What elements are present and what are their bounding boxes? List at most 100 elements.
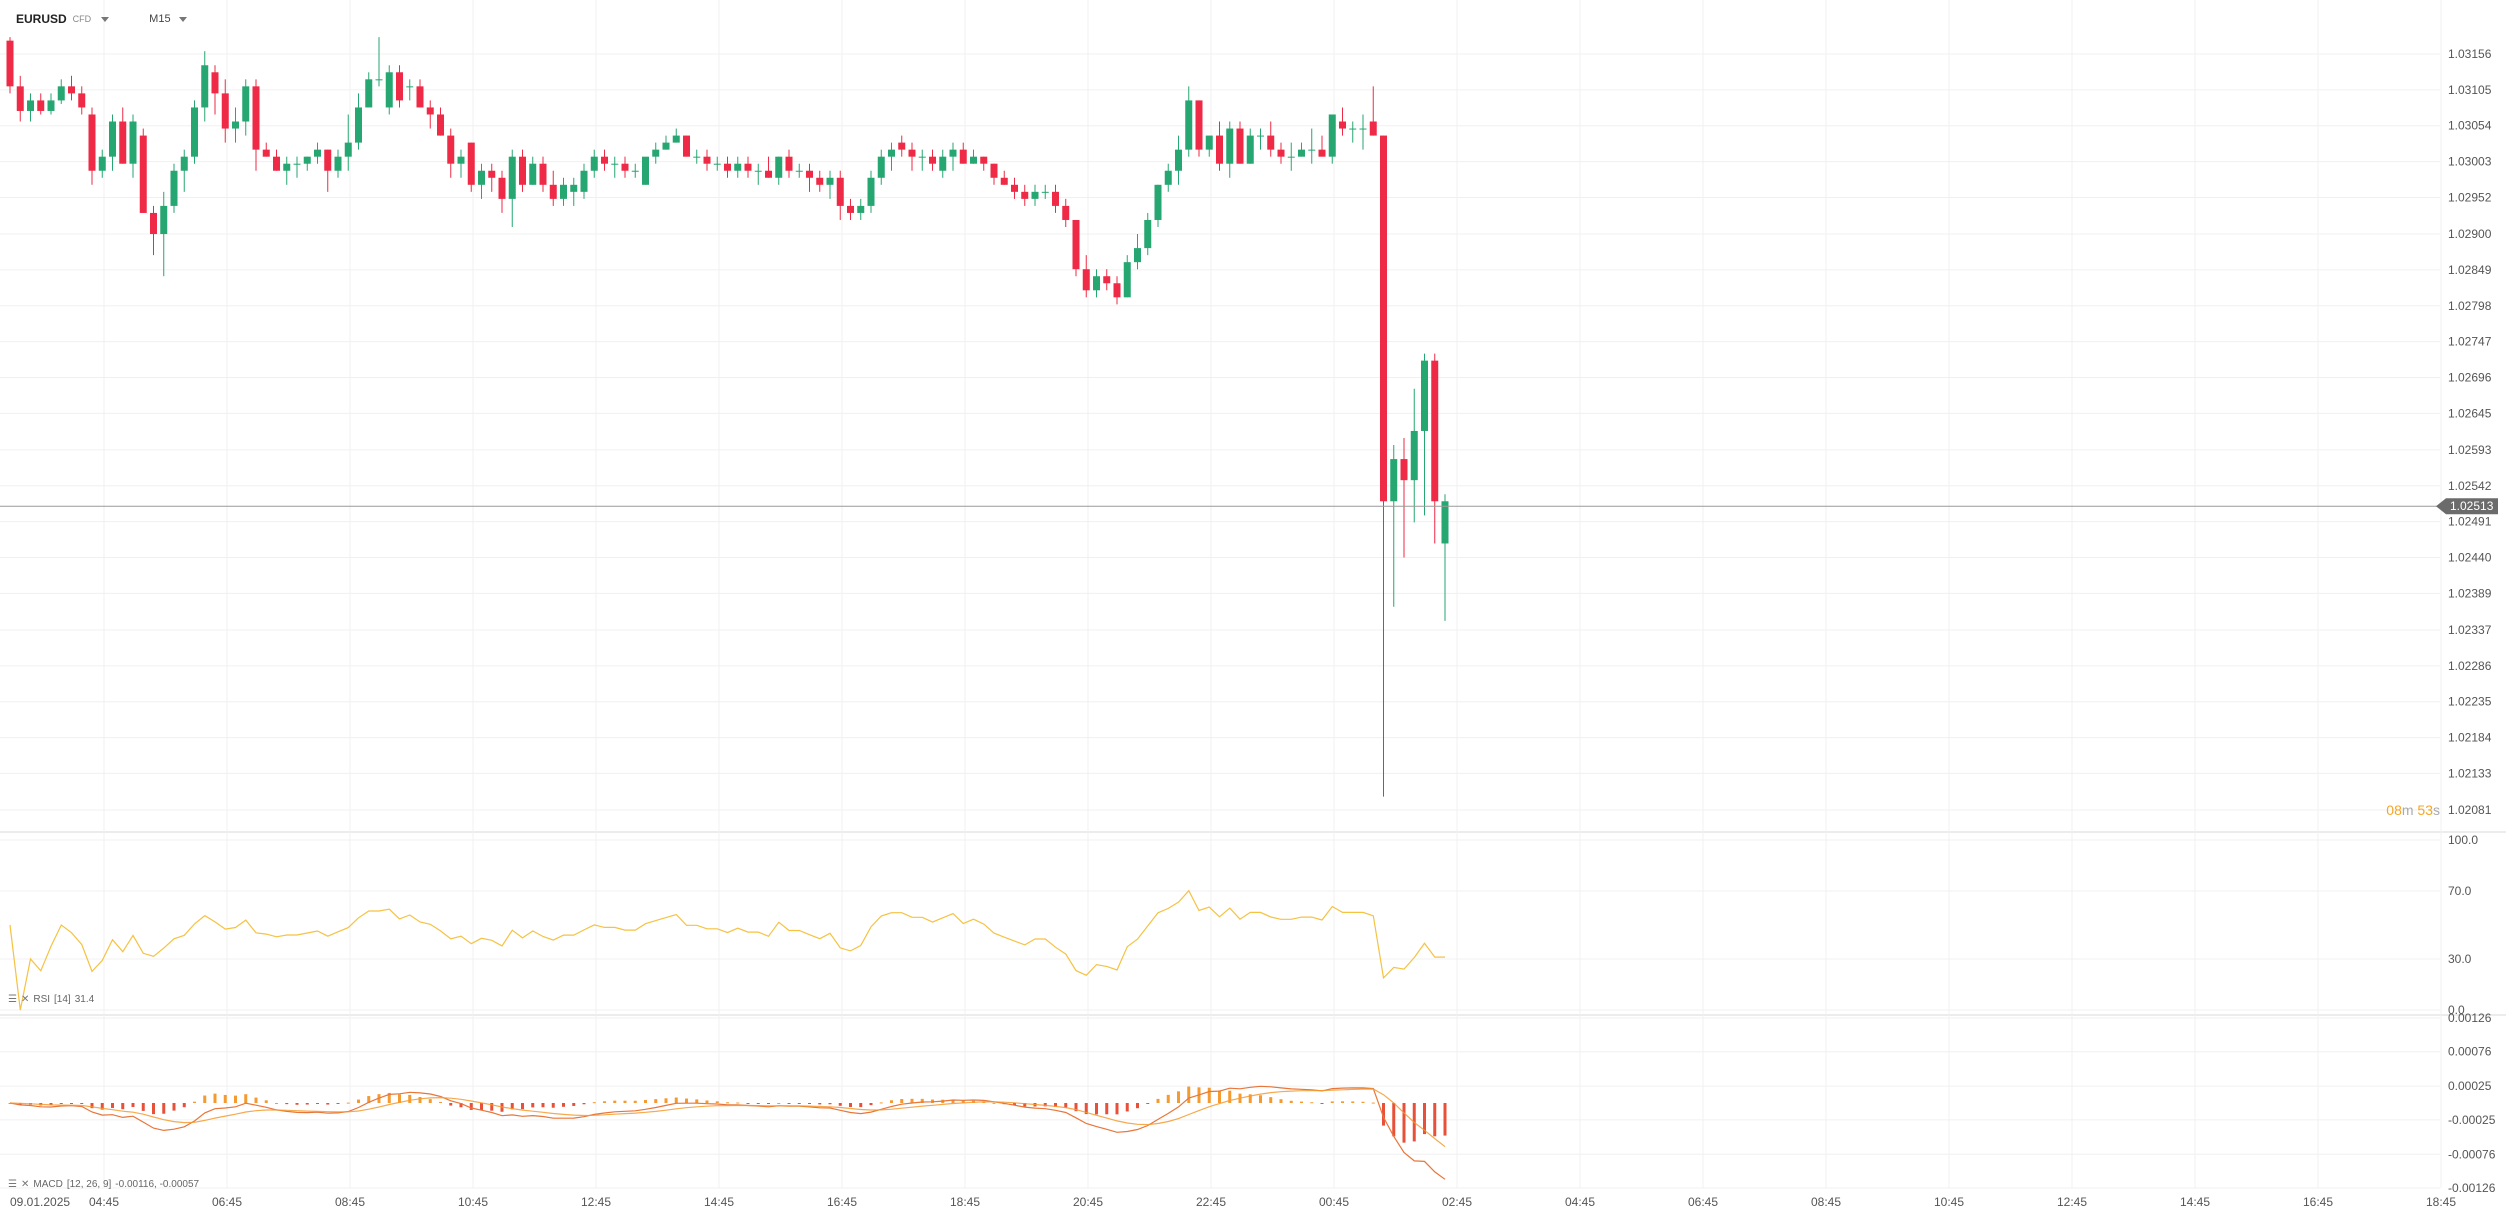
candle[interactable] — [139, 128, 147, 213]
candle[interactable] — [293, 156, 301, 178]
candle[interactable] — [693, 149, 701, 164]
candle[interactable] — [150, 205, 157, 256]
candle[interactable] — [47, 93, 55, 115]
candle[interactable] — [959, 142, 967, 164]
candle[interactable] — [816, 170, 824, 192]
close-icon[interactable]: ✕ — [20, 994, 30, 1005]
candle[interactable] — [1082, 255, 1090, 298]
candle[interactable] — [744, 156, 752, 178]
candle[interactable] — [6, 37, 14, 94]
candle[interactable] — [426, 100, 434, 129]
candle[interactable] — [1298, 142, 1305, 157]
candle[interactable] — [385, 65, 393, 115]
candle[interactable] — [262, 142, 270, 157]
candle[interactable] — [652, 142, 660, 164]
candle[interactable] — [1339, 107, 1346, 136]
candle[interactable] — [160, 191, 168, 277]
candle[interactable] — [1390, 445, 1398, 607]
candle[interactable] — [1185, 86, 1193, 157]
candle[interactable] — [519, 149, 526, 192]
candle[interactable] — [191, 100, 198, 164]
candle[interactable] — [242, 79, 250, 136]
candle[interactable] — [1410, 388, 1418, 523]
settings-icon[interactable]: ☰ — [8, 994, 17, 1005]
candle[interactable] — [662, 135, 670, 150]
symbol-selector[interactable]: EURUSD CFD — [16, 12, 110, 26]
candle[interactable] — [1246, 128, 1254, 164]
candle[interactable] — [1195, 100, 1203, 157]
candle[interactable] — [1431, 353, 1439, 544]
candle[interactable] — [344, 114, 352, 171]
candle[interactable] — [683, 135, 690, 157]
candle[interactable] — [601, 149, 608, 171]
candle[interactable] — [1369, 86, 1377, 136]
candle[interactable] — [1113, 276, 1121, 305]
candle[interactable] — [334, 149, 342, 178]
candle[interactable] — [1041, 184, 1049, 199]
candle[interactable] — [57, 79, 65, 104]
candle[interactable] — [580, 163, 588, 199]
candle[interactable] — [867, 170, 875, 213]
candle[interactable] — [221, 79, 229, 143]
candle[interactable] — [775, 156, 783, 185]
candle[interactable] — [1175, 135, 1182, 185]
candle[interactable] — [898, 135, 906, 157]
candle[interactable] — [908, 142, 916, 171]
candle[interactable] — [590, 149, 598, 178]
candle[interactable] — [642, 156, 649, 185]
close-icon[interactable]: ✕ — [20, 1179, 30, 1190]
candle[interactable] — [1123, 255, 1131, 298]
candle[interactable] — [826, 170, 834, 199]
candle[interactable] — [1226, 121, 1234, 178]
candle[interactable] — [508, 149, 516, 228]
candle[interactable] — [1287, 142, 1295, 171]
candle[interactable] — [724, 156, 731, 178]
candle[interactable] — [1236, 121, 1244, 164]
candle[interactable] — [806, 163, 813, 192]
candle[interactable] — [765, 156, 772, 178]
candle[interactable] — [355, 93, 362, 150]
candle[interactable] — [1031, 184, 1039, 206]
candle[interactable] — [1154, 184, 1162, 228]
candle[interactable] — [1052, 184, 1059, 213]
candle[interactable] — [68, 75, 75, 101]
candle[interactable] — [939, 149, 947, 178]
candle[interactable] — [498, 170, 506, 213]
candle[interactable] — [1103, 269, 1111, 291]
candle[interactable] — [232, 107, 239, 143]
candle[interactable] — [314, 142, 321, 164]
candle[interactable] — [703, 149, 711, 171]
candle[interactable] — [795, 163, 803, 178]
candle[interactable] — [27, 93, 34, 122]
candle[interactable] — [447, 128, 455, 178]
candle[interactable] — [303, 156, 311, 171]
candle[interactable] — [836, 170, 844, 220]
candle[interactable] — [170, 163, 178, 213]
candle[interactable] — [1021, 184, 1029, 206]
candle[interactable] — [180, 149, 188, 192]
candle[interactable] — [1144, 212, 1152, 256]
candle[interactable] — [273, 149, 280, 171]
candle[interactable] — [672, 128, 680, 143]
candle[interactable] — [929, 149, 936, 171]
candle[interactable] — [467, 142, 475, 192]
candle[interactable] — [1318, 135, 1326, 157]
candle[interactable] — [1267, 121, 1275, 157]
candle[interactable] — [888, 142, 895, 171]
candle[interactable] — [970, 149, 977, 164]
candle[interactable] — [560, 177, 567, 206]
candle[interactable] — [1000, 170, 1008, 185]
settings-icon[interactable]: ☰ — [8, 1179, 17, 1190]
candle[interactable] — [1380, 135, 1387, 797]
candle[interactable] — [37, 93, 45, 115]
candle[interactable] — [980, 156, 988, 171]
candle[interactable] — [129, 114, 137, 178]
candle[interactable] — [785, 149, 793, 178]
candle[interactable] — [211, 65, 219, 115]
candle[interactable] — [990, 163, 998, 185]
candle[interactable] — [1134, 234, 1141, 270]
candle[interactable] — [631, 163, 639, 178]
candle[interactable] — [488, 163, 496, 192]
candle[interactable] — [1400, 437, 1408, 558]
candle[interactable] — [847, 198, 854, 220]
